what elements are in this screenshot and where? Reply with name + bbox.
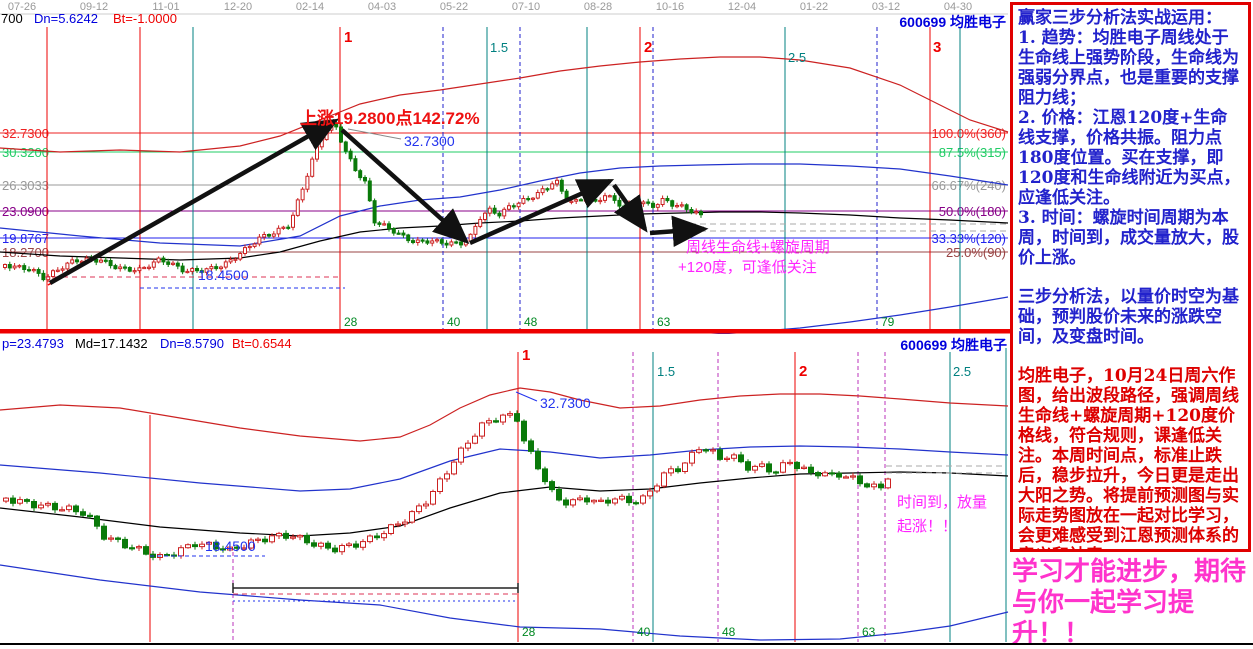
svg-text:79: 79 bbox=[881, 315, 895, 329]
svg-text:08-28: 08-28 bbox=[584, 1, 612, 13]
cycle-verticals bbox=[149, 348, 1007, 642]
band-lines bbox=[0, 387, 1009, 641]
svg-text:32.7300: 32.7300 bbox=[404, 133, 455, 149]
svg-text:1: 1 bbox=[344, 29, 352, 46]
svg-text:2.5: 2.5 bbox=[788, 50, 806, 65]
svg-text:32.7300: 32.7300 bbox=[540, 395, 591, 411]
svg-text:600699 均胜电子: 600699 均胜电子 bbox=[899, 14, 1006, 30]
panel-point-trend: 1. 趋势：均胜电子周线处于生命线上强势阶段，生命线为强弱分界点，也是重要的支撑… bbox=[1018, 28, 1239, 108]
band-lines bbox=[0, 56, 1009, 334]
panel-summary: 三步分析法，以量价时空为基础，预判股价未来的涨跌空间，及变盘时间。 bbox=[1018, 287, 1239, 347]
svg-text:12-04: 12-04 bbox=[728, 1, 756, 13]
panel-note: 均胜电子，10月24日周六作图，给出波段路径，强调周线生命线+螺旋周期+120度… bbox=[1018, 366, 1239, 549]
svg-text:48: 48 bbox=[722, 625, 736, 639]
svg-text:03-12: 03-12 bbox=[872, 1, 900, 13]
svg-text:28: 28 bbox=[522, 625, 536, 639]
svg-text:87.5%(315): 87.5%(315) bbox=[939, 145, 1006, 160]
svg-text:3: 3 bbox=[933, 39, 941, 56]
annotation-lines bbox=[150, 391, 1006, 602]
panel-title: 赢家三步分析法实战运用： bbox=[1018, 8, 1222, 28]
svg-text:11-01: 11-01 bbox=[152, 1, 179, 13]
cycle-verticals bbox=[46, 27, 961, 329]
svg-text:19.8767: 19.8767 bbox=[2, 231, 49, 246]
candlesticks bbox=[3, 410, 891, 561]
svg-text:时间到，放量: 时间到，放量 bbox=[897, 494, 987, 511]
svg-text:+120度，可逢低关注: +120度，可逢低关注 bbox=[678, 259, 817, 276]
svg-text:23.0900: 23.0900 bbox=[2, 204, 49, 219]
svg-text:10-16: 10-16 bbox=[656, 1, 684, 13]
weekly-prediction-chart[interactable]: 07-26 09-12 11-01 12-20 02-14 04-03 05-22 07-10… bbox=[0, 0, 1010, 334]
svg-text:p=23.4793: p=23.4793 bbox=[2, 336, 64, 351]
svg-text:07-10: 07-10 bbox=[512, 1, 540, 13]
svg-text:1.5: 1.5 bbox=[657, 364, 675, 379]
svg-text:09-12: 09-12 bbox=[80, 1, 108, 13]
svg-text:01-22: 01-22 bbox=[800, 1, 828, 13]
svg-text:18.4500: 18.4500 bbox=[205, 538, 256, 554]
svg-text:周线生命线+螺旋周期: 周线生命线+螺旋周期 bbox=[686, 238, 830, 256]
svg-text:上涨19.2800点142.72%: 上涨19.2800点142.72% bbox=[300, 108, 480, 128]
candlesticks bbox=[3, 121, 703, 283]
svg-text:18.4500: 18.4500 bbox=[198, 267, 249, 283]
svg-text:28: 28 bbox=[344, 315, 358, 329]
svg-text:48: 48 bbox=[524, 315, 538, 329]
svg-text:2: 2 bbox=[644, 39, 652, 56]
svg-text:05-22: 05-22 bbox=[440, 1, 468, 13]
svg-text:04-30: 04-30 bbox=[944, 1, 972, 13]
svg-text:26.3033: 26.3033 bbox=[2, 178, 49, 193]
panel-point-price: 2. 价格：江恩120度+生命线支撑，价格共振。阻力点180度位置。买在支撑，即… bbox=[1018, 108, 1241, 208]
svg-text:Bt=0.6544: Bt=0.6544 bbox=[232, 336, 292, 351]
svg-text:33.33%(120): 33.33%(120) bbox=[932, 231, 1006, 246]
svg-text:66.67%(240): 66.67%(240) bbox=[932, 178, 1006, 193]
svg-text:100.0%(360): 100.0%(360) bbox=[932, 126, 1006, 141]
svg-text:Md=17.1432: Md=17.1432 bbox=[75, 336, 148, 351]
analysis-panel: 赢家三步分析法实战运用： 1. 趋势：均胜电子周线处于生命线上强势阶段，生命线为… bbox=[1010, 2, 1251, 552]
chart-labels: p=23.4793 Md=17.1432 Dn=8.5790 Bt=0.6544 600… bbox=[2, 336, 1007, 639]
svg-text:600699 均胜电子: 600699 均胜电子 bbox=[900, 337, 1007, 353]
svg-text:32.7300: 32.7300 bbox=[2, 126, 49, 141]
svg-text:07-26: 07-26 bbox=[8, 1, 36, 13]
chart-separator bbox=[0, 329, 1010, 334]
svg-text:2.5: 2.5 bbox=[953, 364, 971, 379]
panel-point-time: 3. 时间：螺旋时间周期为本周，时间到，成交量放大，股价上涨。 bbox=[1018, 208, 1239, 268]
svg-text:Bt=-1.0000: Bt=-1.0000 bbox=[113, 11, 177, 26]
date-axis: 07-26 09-12 11-01 12-20 02-14 04-03 05-22 07-10… bbox=[0, 1, 1008, 15]
bottom-border bbox=[0, 643, 1253, 645]
actual-trend-chart[interactable]: p=23.4793 Md=17.1432 Dn=8.5790 Bt=0.6544 600… bbox=[0, 334, 1010, 649]
svg-text:63: 63 bbox=[657, 315, 671, 329]
svg-text:Dn=8.5790: Dn=8.5790 bbox=[160, 336, 224, 351]
svg-text:50.0%(180): 50.0%(180) bbox=[939, 204, 1006, 219]
svg-text:30.3200: 30.3200 bbox=[2, 145, 49, 160]
gann-levels: 32.7300 100.0%(360) 30.3200 87.5%(315) 26.30… bbox=[0, 126, 1008, 260]
svg-text:1: 1 bbox=[522, 347, 530, 364]
footer-note: 学习才能进步，期待与你一起学习提升！！ bbox=[1012, 557, 1247, 649]
svg-text:700: 700 bbox=[1, 11, 23, 26]
svg-text:25.0%(90): 25.0%(90) bbox=[946, 245, 1006, 260]
svg-text:02-14: 02-14 bbox=[296, 1, 324, 13]
chart-labels: 700 Dn=5.6242 Bt=-1.0000 600699 均胜电子 1 1.5 2 2.… bbox=[1, 11, 1006, 329]
svg-text:1.5: 1.5 bbox=[490, 40, 508, 55]
svg-text:04-03: 04-03 bbox=[368, 1, 396, 13]
svg-text:12-20: 12-20 bbox=[224, 1, 252, 13]
svg-text:40: 40 bbox=[447, 315, 461, 329]
svg-text:起涨！！: 起涨！！ bbox=[897, 518, 957, 535]
svg-text:2: 2 bbox=[799, 363, 807, 380]
svg-text:63: 63 bbox=[862, 625, 876, 639]
svg-text:40: 40 bbox=[637, 625, 651, 639]
svg-text:18.2700: 18.2700 bbox=[2, 245, 49, 260]
trend-arrows bbox=[48, 118, 709, 285]
svg-text:Dn=5.6242: Dn=5.6242 bbox=[34, 11, 98, 26]
